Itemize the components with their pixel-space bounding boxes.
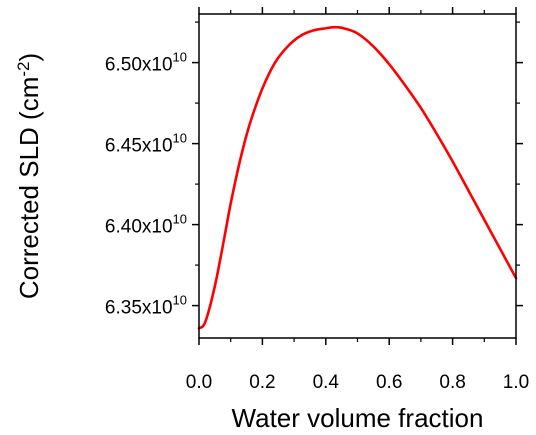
y-tick-mantissa: 6.45x10 [105, 136, 173, 157]
x-tick-label: 0.4 [313, 372, 340, 393]
y-tick-exponent: 10 [173, 50, 187, 65]
x-tick-label: 0.0 [186, 372, 212, 393]
x-tick-label: 0.2 [249, 372, 275, 393]
y-tick-mantissa: 6.50x10 [105, 55, 173, 76]
y-axis-title-close: ) [14, 53, 44, 62]
x-tick-labels: 0.0 0.2 0.4 0.6 0.8 1.0 [186, 372, 529, 393]
x-tick-label: 1.0 [503, 372, 529, 393]
minor-ticks [195, 10, 520, 342]
y-tick-exponent: 10 [173, 293, 187, 308]
x-tick-label: 0.8 [439, 372, 465, 393]
major-ticks [192, 7, 523, 345]
y-axis-title-sup: -2 [14, 62, 33, 77]
y-tick-mantissa: 6.35x10 [105, 298, 173, 319]
y-tick-label: 6.40x1010 [105, 212, 187, 238]
y-tick-label: 6.35x1010 [105, 293, 187, 319]
x-tick-label: 0.6 [376, 372, 402, 393]
y-axis-title-main: Corrected SLD (cm [14, 77, 44, 300]
y-tick-label: 6.45x1010 [105, 131, 187, 157]
y-axis-title: Corrected SLD (cm-2) [14, 53, 45, 299]
y-tick-label: 6.50x1010 [105, 50, 187, 76]
series-line [197, 25, 518, 330]
y-tick-exponent: 10 [173, 212, 187, 227]
plot-frame [198, 13, 517, 339]
x-axis-title: Water volume fraction [232, 403, 484, 433]
y-tick-mantissa: 6.40x10 [105, 217, 173, 238]
y-tick-exponent: 10 [173, 131, 187, 146]
